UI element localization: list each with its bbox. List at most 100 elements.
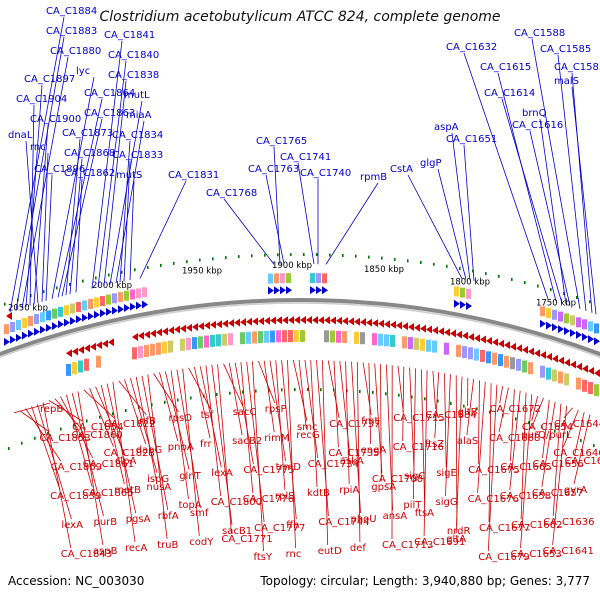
reverse-gene-arrow [210,320,216,329]
reverse-gene-arrow [306,316,312,324]
reverse-gene-arrow [216,320,222,329]
reverse-leader-line [141,375,169,511]
reverse-feature-block [132,347,137,360]
reverse-gene-arrow [78,345,84,354]
reverse-gene-label: sacB2 [232,436,262,447]
reverse-feature-block [342,331,347,344]
forward-leader-line [123,160,131,282]
reverse-leader-line [298,359,307,430]
reverse-feature-block [486,351,491,364]
reverse-leader-line [194,366,211,439]
reverse-gene-label: CA_C1713 [382,540,433,551]
forward-leader-line [463,144,475,282]
forward-feature-block [94,297,99,308]
forward-gene-label: lyc [76,66,90,77]
reverse-feature-block [336,330,341,343]
forward-feature-block [58,306,63,317]
reverse-leader-line [531,396,538,422]
reverse-feature-block [258,331,263,344]
tick-mark [30,294,32,298]
reverse-feature-block [516,358,521,371]
reverse-gene-arrow [276,316,282,325]
reverse-gene-label: CA_C1656 [533,459,584,470]
reverse-gene-arrow [108,338,114,347]
reverse-feature-block [390,334,395,347]
reverse-gene-label: gyrA [564,485,587,496]
reverse-leader-line [83,389,115,419]
forward-gene-arrow [52,322,58,331]
reverse-gene-arrow [180,324,186,333]
forward-gene-arrow [118,305,124,314]
reverse-gene-arrow [492,338,498,347]
reverse-gene-label: lexA [211,468,233,479]
forward-leader-line [501,98,563,304]
tick-mark [281,388,283,392]
forward-feature-block [22,318,27,328]
tick-mark [372,391,374,394]
reverse-gene-label: gltA [446,534,466,545]
reverse-feature-block [192,337,197,350]
tick-mark [160,263,162,267]
accession-text: Accession: NC_003030 [8,574,145,588]
reverse-gene-label: CA_C1672 [490,404,541,415]
forward-gene-label: CA_C1896 [34,164,85,175]
reverse-gene-arrow [522,345,528,354]
forward-feature-block [76,301,81,312]
tick-mark [73,423,75,427]
reverse-gene-arrow [186,323,192,332]
reverse-gene-arrow [384,320,390,329]
forward-gene-arrow [310,286,316,295]
reverse-feature-block [300,330,305,342]
reverse-feature-block [564,373,569,386]
reverse-leader-line [164,371,190,471]
forward-gene-label: CA_C1862 [64,168,115,179]
tick-mark [238,255,240,259]
forward-feature-block [112,293,117,304]
forward-feature-block [316,273,321,284]
reverse-leader-line [42,402,72,549]
reverse-feature-block [270,330,275,343]
forward-leader-line [69,158,83,295]
reverse-leader-line [217,364,232,534]
forward-gene-arrow [40,325,46,334]
reverse-leader-line [106,383,137,514]
tick-mark [398,393,400,397]
forward-leader-line [91,40,123,289]
tick-mark [307,388,309,391]
reverse-gene-arrow [468,333,474,341]
tick-mark [511,277,513,281]
reverse-gene-label: CA_C1822 [104,419,155,430]
reverse-gene-arrow [150,329,156,338]
reverse-gene-label: ispG [147,474,169,485]
reverse-gene-label: lexA [61,520,83,531]
reverse-gene-arrow [234,318,240,327]
tick-mark [580,439,582,442]
reverse-gene-label: gpsA [371,482,396,493]
reverse-leader-line [246,361,265,523]
reverse-feature-block [432,340,437,353]
reverse-feature-block [510,357,515,370]
forward-leader-line [119,140,131,283]
reverse-feature-block [360,332,365,345]
forward-leader-line [57,98,103,298]
reverse-gene-arrow [402,322,408,331]
tick-mark [589,300,591,304]
forward-feature-block [10,322,15,332]
forward-feature-block [130,289,135,300]
forward-gene-arrow [88,312,94,321]
tick-mark [450,401,452,405]
forward-leader-line [139,180,187,279]
reverse-gene-arrow [168,326,174,335]
forward-gene-label: CA_C1834 [112,130,163,141]
tick-mark [121,270,123,274]
forward-gene-label: CA_C1880 [50,46,101,57]
reverse-leader-line [374,363,383,474]
forward-gene-arrow [46,323,52,332]
forward-gene-label: CA_C1583 [554,62,600,73]
tick-mark [60,427,62,431]
tick-mark [21,441,23,445]
reverse-feature-block [252,331,257,344]
forward-leader-line [41,152,49,302]
reverse-feature-block [540,365,545,378]
reverse-leader-line [77,391,104,546]
